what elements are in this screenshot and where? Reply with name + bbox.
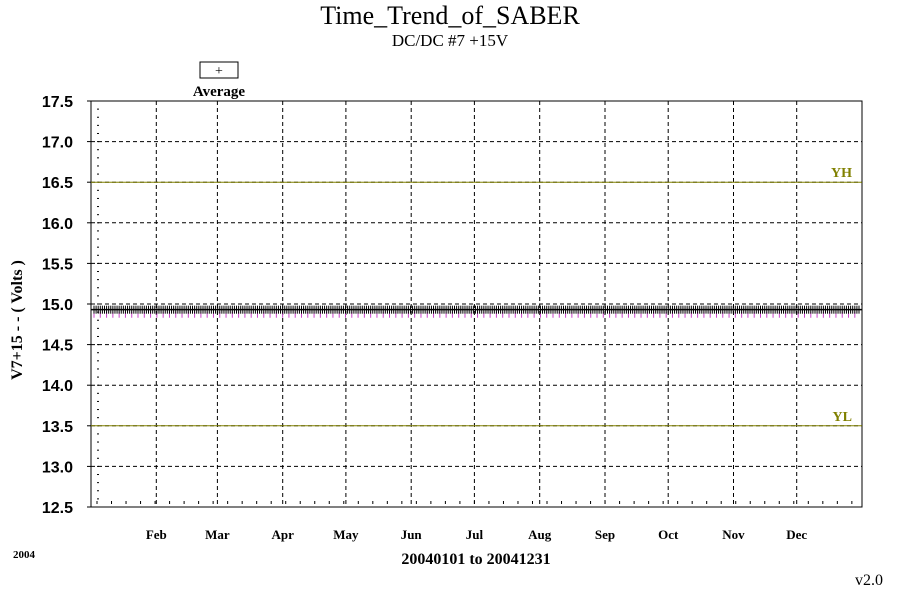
x-tick-label: Oct <box>658 527 679 542</box>
x-tick-label: Apr <box>272 527 295 542</box>
y-tick-labels: 12.5 13.0 13.5 14.0 14.5 15.0 15.5 16.0 16.5 17.0… <box>42 94 73 517</box>
y-axis-label: V7+15 - - ( Volts ) <box>9 260 26 380</box>
y-tick-label: 14.5 <box>42 338 73 355</box>
year-label: 2004 <box>13 549 36 561</box>
chart-title: Time_Trend_of_SABER <box>320 1 580 30</box>
legend-symbol: + <box>215 64 223 79</box>
y-tick-label: 15.0 <box>42 297 73 314</box>
x-tick-label: Dec <box>786 527 807 542</box>
reference-lines: YH YL <box>91 166 862 427</box>
y-tick-label: 13.0 <box>42 459 73 476</box>
y-tick-label: 12.5 <box>42 500 73 517</box>
legend-box <box>199 61 239 79</box>
y-tick-label: 17.0 <box>42 135 73 152</box>
x-tick-label: Jul <box>466 527 484 542</box>
x-tick-label: Mar <box>205 527 230 542</box>
version-label: v2.0 <box>855 572 883 589</box>
y-tick-label: 14.0 <box>42 378 73 395</box>
x-tick-labels: Feb Mar Apr May Jun Jul Aug Sep Oct Nov Dec <box>146 527 808 542</box>
x-axis-label: 20040101 to 20041231 <box>401 551 550 568</box>
minor-ticks <box>96 108 853 504</box>
x-tick-label: Jun <box>401 527 423 542</box>
x-tick-label: Nov <box>722 527 745 542</box>
reference-line-label: YL <box>833 410 852 425</box>
x-tick-label: Feb <box>146 527 167 542</box>
legend-label: Average <box>193 84 246 100</box>
x-tick-label: May <box>333 527 359 542</box>
legend: + Average <box>193 61 246 100</box>
y-tick-label: 15.5 <box>42 256 73 273</box>
y-tick-label: 16.5 <box>42 175 73 192</box>
y-tick-label: 17.5 <box>42 94 73 111</box>
y-tick-label: 13.5 <box>42 419 73 436</box>
series <box>91 305 862 318</box>
y-tick-label: 16.0 <box>42 216 73 233</box>
chart-subtitle: DC/DC #7 +15V <box>392 31 509 50</box>
reference-line-label: YH <box>831 166 852 181</box>
x-tick-label: Sep <box>595 527 615 542</box>
grid <box>87 100 862 508</box>
x-tick-label: Aug <box>528 527 552 542</box>
